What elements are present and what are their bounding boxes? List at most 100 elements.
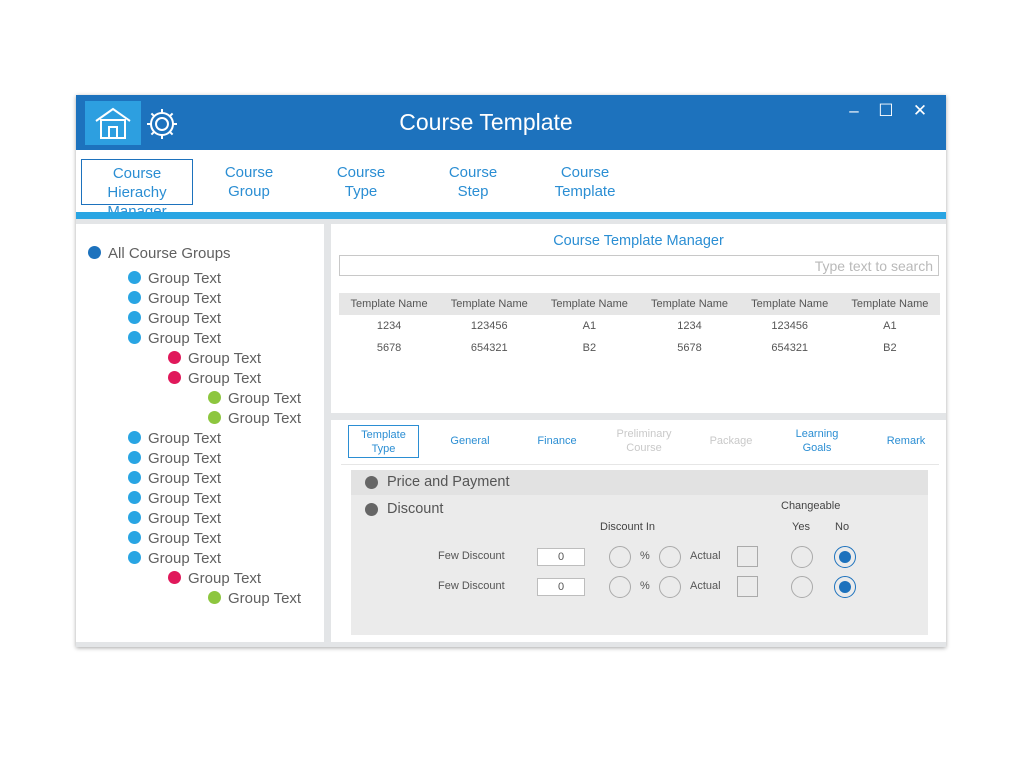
tree-node-dot-icon	[128, 330, 141, 344]
tree-item[interactable]: Group Text	[128, 309, 221, 329]
tree-item[interactable]: Group Text	[208, 589, 301, 609]
tree-item-label: Group Text	[148, 530, 222, 547]
tree-item[interactable]: Group Text	[208, 389, 301, 409]
template-table: Template Name Template Name Template Nam…	[339, 293, 940, 359]
tree-item[interactable]: Group Text	[168, 349, 261, 369]
nav-course-hierarchy-manager[interactable]: Course Hierachy Manager	[81, 159, 193, 220]
tree-root[interactable]: All Course Groups	[88, 244, 231, 264]
table-cell: 123456	[771, 320, 809, 332]
table-cell: B2	[582, 342, 597, 354]
discount-value-input[interactable]: 0	[537, 578, 585, 596]
table-cell: 5678	[677, 342, 702, 354]
tab-content: Price and Payment Discount Changeable Di…	[351, 470, 928, 635]
template-manager-panel: Course Template Manager Template Name Te…	[331, 224, 946, 413]
changeable-yes-radio[interactable]	[791, 576, 813, 598]
tree-item[interactable]: Group Text	[128, 289, 221, 309]
column-header[interactable]: Template Name	[439, 293, 540, 315]
table-row[interactable]: 1234 123456 A1 1234 123456 A1	[339, 315, 940, 337]
yes-header: Yes	[792, 521, 810, 533]
tree-item[interactable]: Group Text	[128, 489, 221, 509]
actual-radio[interactable]	[659, 546, 681, 568]
tab-template-type[interactable]: Template Type	[348, 425, 419, 458]
column-header[interactable]: Template Name	[839, 293, 940, 315]
discount-value-input[interactable]: 0	[537, 548, 585, 566]
tree-node-dot-icon	[128, 430, 141, 444]
column-header[interactable]: Template Name	[639, 293, 740, 315]
nav-course-type[interactable]: Course Type	[316, 159, 406, 205]
tree-item[interactable]: Group Text	[128, 269, 221, 289]
changeable-no-radio[interactable]	[834, 576, 856, 598]
column-header[interactable]: Template Name	[539, 293, 640, 315]
tree-item[interactable]: Group Text	[128, 469, 221, 489]
tree-item[interactable]: Group Text	[128, 509, 221, 529]
course-group-tree: All Course Groups Group Text Group Text Gr…	[76, 224, 324, 642]
actual-value-box[interactable]	[737, 576, 758, 597]
percent-label: %	[640, 550, 650, 562]
maximize-button[interactable]: ☐	[878, 101, 894, 120]
tree-item-label: Group Text	[188, 570, 262, 587]
tree-item[interactable]: Group Text	[128, 429, 221, 449]
tree-node-dot-icon	[128, 450, 141, 464]
tree-item-label: Group Text	[148, 550, 222, 567]
tree-node-dot-icon	[208, 410, 221, 424]
nav-label-line1: Course	[336, 164, 386, 181]
tree-item[interactable]: Group Text	[128, 329, 221, 349]
tree-node-dot-icon	[208, 390, 221, 404]
tree-item-label: Group Text	[188, 350, 262, 367]
tree-item-label: Group Text	[148, 290, 222, 307]
section-discount[interactable]: Discount	[351, 497, 928, 522]
tab-label-line1: Template	[361, 429, 406, 441]
tab-general[interactable]: General	[435, 425, 505, 458]
column-header[interactable]: Template Name	[339, 293, 440, 315]
changeable-no-radio[interactable]	[834, 546, 856, 568]
tab-learning-goals[interactable]: Learning Goals	[782, 425, 852, 458]
panel-title: Course Template Manager	[553, 233, 724, 249]
percent-label: %	[640, 580, 650, 592]
nav-course-group[interactable]: Course Group	[204, 159, 294, 205]
table-cell: A1	[582, 320, 597, 332]
tree-item[interactable]: Group Text	[128, 549, 221, 569]
section-bullet-icon	[365, 476, 378, 489]
tree-item[interactable]: Group Text	[168, 369, 261, 389]
changeable-yes-radio[interactable]	[791, 546, 813, 568]
tree-node-dot-icon	[208, 590, 221, 604]
tree-node-dot-icon	[88, 245, 101, 259]
tab-label-line1: Finance	[537, 435, 577, 447]
percent-radio[interactable]	[609, 546, 631, 568]
nav-label-line1: Course	[448, 164, 498, 181]
nav-label-line2: Step	[457, 183, 489, 200]
main-nav: Course Hierachy Manager Course Group Cou…	[76, 150, 946, 220]
actual-label: Actual	[690, 580, 721, 592]
home-button[interactable]	[85, 101, 141, 145]
table-row[interactable]: 5678 654321 B2 5678 654321 B2	[339, 337, 940, 359]
tree-item[interactable]: Group Text	[128, 529, 221, 549]
tree-item[interactable]: Group Text	[128, 449, 221, 469]
table-cell: 654321	[470, 342, 508, 354]
tree-item[interactable]: Group Text	[168, 569, 261, 589]
section-label: Discount	[387, 501, 444, 517]
tree-item-label: Group Text	[148, 490, 222, 507]
tab-label-line1: Learning	[795, 428, 839, 440]
tab-label-line2: Course	[626, 442, 662, 454]
actual-value-box[interactable]	[737, 546, 758, 567]
tab-remark[interactable]: Remark	[871, 425, 941, 458]
tab-finance[interactable]: Finance	[522, 425, 592, 458]
column-header[interactable]: Template Name	[739, 293, 840, 315]
tree-item[interactable]: Group Text	[208, 409, 301, 429]
nav-course-template[interactable]: Course Template	[540, 159, 630, 205]
table-cell: 654321	[771, 342, 809, 354]
percent-radio[interactable]	[609, 576, 631, 598]
nav-course-step[interactable]: Course Step	[428, 159, 518, 205]
settings-button[interactable]	[145, 107, 179, 141]
tab-label-line1: Package	[709, 435, 753, 447]
actual-radio[interactable]	[659, 576, 681, 598]
tree-node-dot-icon	[128, 470, 141, 484]
minimize-button[interactable]: –	[849, 101, 859, 120]
search-input[interactable]	[339, 255, 939, 276]
close-button[interactable]: ✕	[912, 101, 928, 120]
section-price-and-payment[interactable]: Price and Payment	[351, 470, 928, 495]
tree-item-label: Group Text	[148, 430, 222, 447]
table-cell: 1234	[677, 320, 702, 332]
nav-label-line2: Template	[554, 183, 616, 200]
home-icon	[95, 107, 131, 139]
